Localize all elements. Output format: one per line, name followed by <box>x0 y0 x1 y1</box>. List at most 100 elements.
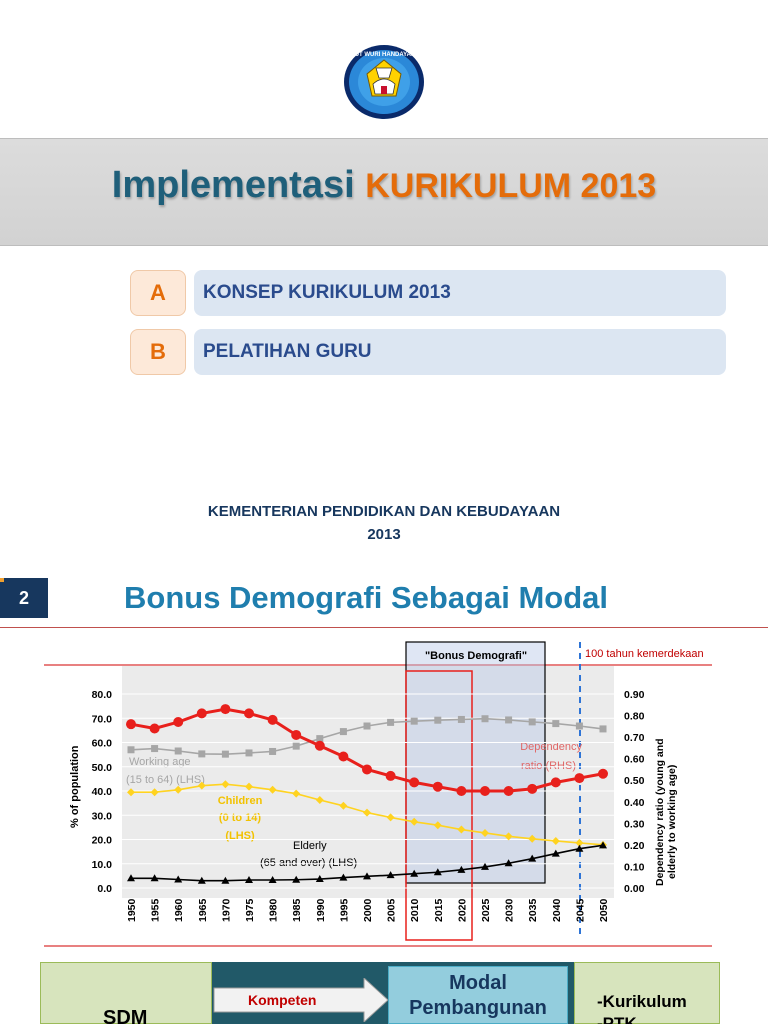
menu-letter-a[interactable]: A <box>130 270 186 316</box>
data-point <box>338 751 349 762</box>
data-point <box>339 873 348 881</box>
right-line1: -Kurikulum <box>597 992 687 1011</box>
data-point <box>551 836 560 845</box>
menu-label-konsep[interactable]: KONSEP KURIKULUM 2013 <box>194 270 726 316</box>
menu-label-pelatihan[interactable]: PELATIHAN GURU <box>194 329 726 375</box>
bonus-demografi-box <box>405 641 546 884</box>
kompeten-label: Kompeten <box>248 992 317 1008</box>
right-arrow-icon <box>213 978 389 1022</box>
x-tick-label: 2025 <box>480 898 492 922</box>
data-point <box>268 785 277 794</box>
data-point <box>198 750 206 758</box>
data-point <box>575 844 584 852</box>
x-tick-label: 1970 <box>220 898 232 922</box>
menu-item-pelatihan[interactable]: B PELATIHAN GURU <box>130 329 726 375</box>
x-tick-label: 2015 <box>433 898 445 922</box>
data-point <box>221 780 230 789</box>
modal-line1: Modal <box>449 972 507 994</box>
data-point <box>387 718 395 726</box>
data-point <box>127 788 135 797</box>
data-point <box>220 704 231 715</box>
y-right-tick-label: 0.10 <box>624 861 645 873</box>
y-tick-label: 20.0 <box>92 835 113 847</box>
data-point <box>291 729 302 740</box>
data-point <box>221 876 230 884</box>
dependency-label-1: Dependency <box>520 741 582 753</box>
x-tick-label: 1965 <box>197 898 209 922</box>
x-tick-label: 1975 <box>244 898 256 922</box>
data-point <box>174 747 182 755</box>
data-point <box>409 777 420 788</box>
y-right-tick-label: 0.60 <box>624 754 645 766</box>
working-age-label-1: Working age <box>129 756 191 768</box>
modal-line2: Pembangunan <box>409 997 547 1019</box>
data-point <box>292 742 300 750</box>
data-point <box>149 723 160 734</box>
y-tick-label: 50.0 <box>92 762 113 774</box>
data-point <box>550 777 561 788</box>
data-point <box>551 849 560 857</box>
x-tick-label: 1985 <box>291 898 303 922</box>
tut-wuri-handayani-logo: TUT WURI HANDAYANI <box>344 45 424 119</box>
y-right-axis-title-line2: elderly to working age) <box>666 765 678 879</box>
data-point <box>292 789 301 798</box>
data-point <box>197 876 206 884</box>
y-right-axis-title-line1: Dependency ratio (young and <box>654 738 666 886</box>
y-right-tick-label: 0.70 <box>624 732 645 744</box>
bonus-demografi-label: "Bonus Demografi" <box>425 650 527 662</box>
data-point <box>126 719 136 730</box>
data-point <box>150 874 159 882</box>
x-tick-label: 1980 <box>268 898 280 922</box>
data-point <box>314 740 325 751</box>
data-point <box>339 728 347 736</box>
data-point <box>245 782 253 791</box>
ministry-name: KEMENTERIAN PENDIDIKAN DAN KEBUDAYAAN <box>207 503 561 520</box>
y-tick-label: 70.0 <box>92 713 113 725</box>
children-label-2: (0 to 14) <box>219 812 262 824</box>
data-point <box>151 745 159 753</box>
title-main: Implementasi <box>111 164 355 206</box>
menu-item-konsep[interactable]: A KONSEP KURIKULUM 2013 <box>130 270 726 316</box>
data-point <box>362 764 372 775</box>
y-right-tick-label: 0.80 <box>624 711 645 723</box>
menu-letter-b[interactable]: B <box>130 329 186 375</box>
data-point <box>481 828 489 837</box>
data-point <box>196 708 207 719</box>
y-right-tick-label: 0.50 <box>624 775 645 787</box>
data-point <box>316 735 324 743</box>
data-point <box>315 875 324 883</box>
data-point <box>363 872 371 880</box>
slide-number: 2 <box>0 578 48 618</box>
data-point <box>339 801 348 810</box>
elderly-label-1: Elderly <box>293 840 327 852</box>
right-line2: -PTK <box>597 1014 637 1024</box>
data-point <box>433 868 442 876</box>
data-point <box>528 854 537 862</box>
data-point <box>127 874 135 882</box>
children-label-3: (LHS) <box>225 830 255 842</box>
y-tick-label: 0.0 <box>97 883 112 895</box>
data-point <box>457 865 466 873</box>
data-point <box>315 795 324 804</box>
data-point <box>127 746 135 754</box>
data-point <box>197 781 206 790</box>
data-point <box>150 788 159 797</box>
data-point <box>434 716 442 724</box>
children-label-1: Children <box>218 795 263 807</box>
kurikulum-ptk-box: -Kurikulum -PTK <box>574 962 720 1024</box>
data-point <box>504 832 513 841</box>
x-tick-label: 2030 <box>504 898 516 922</box>
svg-text:TUT WURI HANDAYANI: TUT WURI HANDAYANI <box>351 52 417 58</box>
y-tick-label: 60.0 <box>92 738 113 750</box>
data-point <box>481 862 489 870</box>
data-point <box>432 781 443 792</box>
title-divider <box>0 627 768 628</box>
x-tick-label: 2010 <box>409 898 421 922</box>
x-tick-label: 2050 <box>598 898 610 922</box>
data-point <box>598 768 608 779</box>
y-right-tick-label: 0.30 <box>624 818 645 830</box>
data-point <box>245 749 253 757</box>
x-tick-label: 2045 <box>574 898 586 922</box>
data-point <box>574 773 585 784</box>
y-tick-label: 10.0 <box>92 859 113 871</box>
